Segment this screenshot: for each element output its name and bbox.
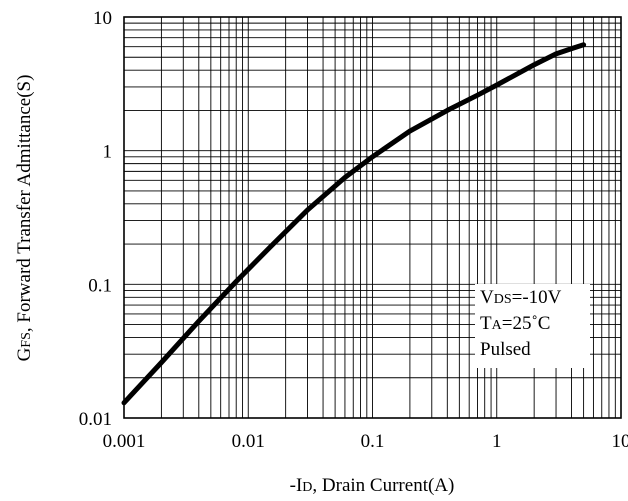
conditions-legend: VDS=-10V TA=25˚C Pulsed xyxy=(475,284,590,368)
legend-background xyxy=(475,284,590,368)
y-tick-label: 0.01 xyxy=(79,409,112,430)
y-tick-label: 10 xyxy=(93,8,112,29)
y-tick-label: 1 xyxy=(103,142,113,163)
x-axis-title: -ID, Drain Current(A) xyxy=(290,475,455,496)
x-tick-label: 0.01 xyxy=(232,431,265,452)
x-tick-labels: 0.001 0.01 0.1 1 10 xyxy=(103,431,628,452)
curve-layer xyxy=(121,42,587,406)
y-tick-labels: 0.01 0.1 1 10 xyxy=(79,8,112,430)
legend-entry: TA=25˚C xyxy=(480,313,550,334)
x-tick-label: 0.001 xyxy=(103,431,146,452)
x-tick-label: 1 xyxy=(492,431,502,452)
legend-entry: Pulsed xyxy=(480,339,531,360)
x-tick-label: 10 xyxy=(612,431,628,452)
legend-entry: VDS=-10V xyxy=(480,287,562,308)
y-axis-title: GFS, Forward Transfer Admittance(S) xyxy=(14,75,35,362)
x-tick-label: 0.1 xyxy=(361,431,385,452)
plot-frame xyxy=(123,16,622,419)
y-tick-label: 0.1 xyxy=(88,275,112,296)
gfs-curve xyxy=(121,42,587,406)
